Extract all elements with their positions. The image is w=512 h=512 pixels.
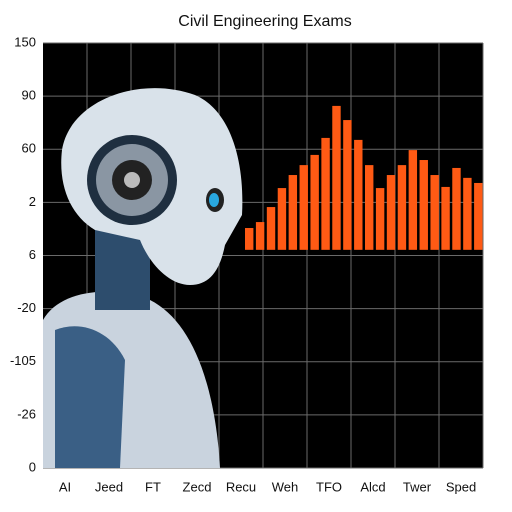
bar: [299, 165, 308, 250]
bar: [474, 182, 483, 250]
bar: [343, 120, 352, 250]
bar: [245, 228, 254, 250]
chart-title: Civil Engineering Exams: [178, 13, 351, 30]
bar: [354, 139, 363, 250]
bar: [397, 165, 407, 250]
bar: [255, 222, 265, 250]
bar: [452, 167, 461, 250]
bar: [332, 105, 341, 250]
bar: [463, 177, 472, 250]
y-tick-label: 150: [14, 34, 36, 49]
y-tick-label: 0: [29, 459, 36, 474]
bar: [365, 165, 374, 250]
x-tick-label: Sped: [446, 479, 476, 494]
y-tick-label: -26: [17, 406, 36, 421]
y-tick-label: 2: [29, 194, 36, 209]
bars: [245, 105, 483, 250]
x-tick-label: Twer: [403, 479, 432, 494]
y-tick-label: -105: [10, 353, 36, 368]
bar: [321, 137, 330, 250]
bar: [310, 154, 319, 250]
x-tick-label: TFO: [316, 479, 342, 494]
x-tick-label: Recu: [226, 479, 256, 494]
bar: [419, 160, 428, 250]
bar: [408, 150, 418, 250]
x-tick-label: Jeed: [95, 479, 123, 494]
x-tick-label: Weh: [272, 479, 299, 494]
y-tick-label: 60: [22, 141, 36, 156]
bar: [266, 207, 276, 250]
bar: [430, 175, 439, 250]
bar: [375, 188, 385, 250]
bar: [386, 175, 396, 250]
bar: [288, 175, 298, 250]
bar: [441, 186, 450, 250]
bar: [277, 188, 287, 250]
x-tick-label: AI: [59, 479, 71, 494]
y-tick-label: -20: [17, 300, 36, 315]
y-tick-label: 6: [29, 247, 36, 262]
x-tick-label: Zecd: [183, 479, 212, 494]
robot-illustration: [43, 88, 243, 468]
x-tick-label: Alcd: [360, 479, 385, 494]
y-tick-label: 90: [22, 88, 36, 103]
x-tick-label: FT: [145, 479, 161, 494]
